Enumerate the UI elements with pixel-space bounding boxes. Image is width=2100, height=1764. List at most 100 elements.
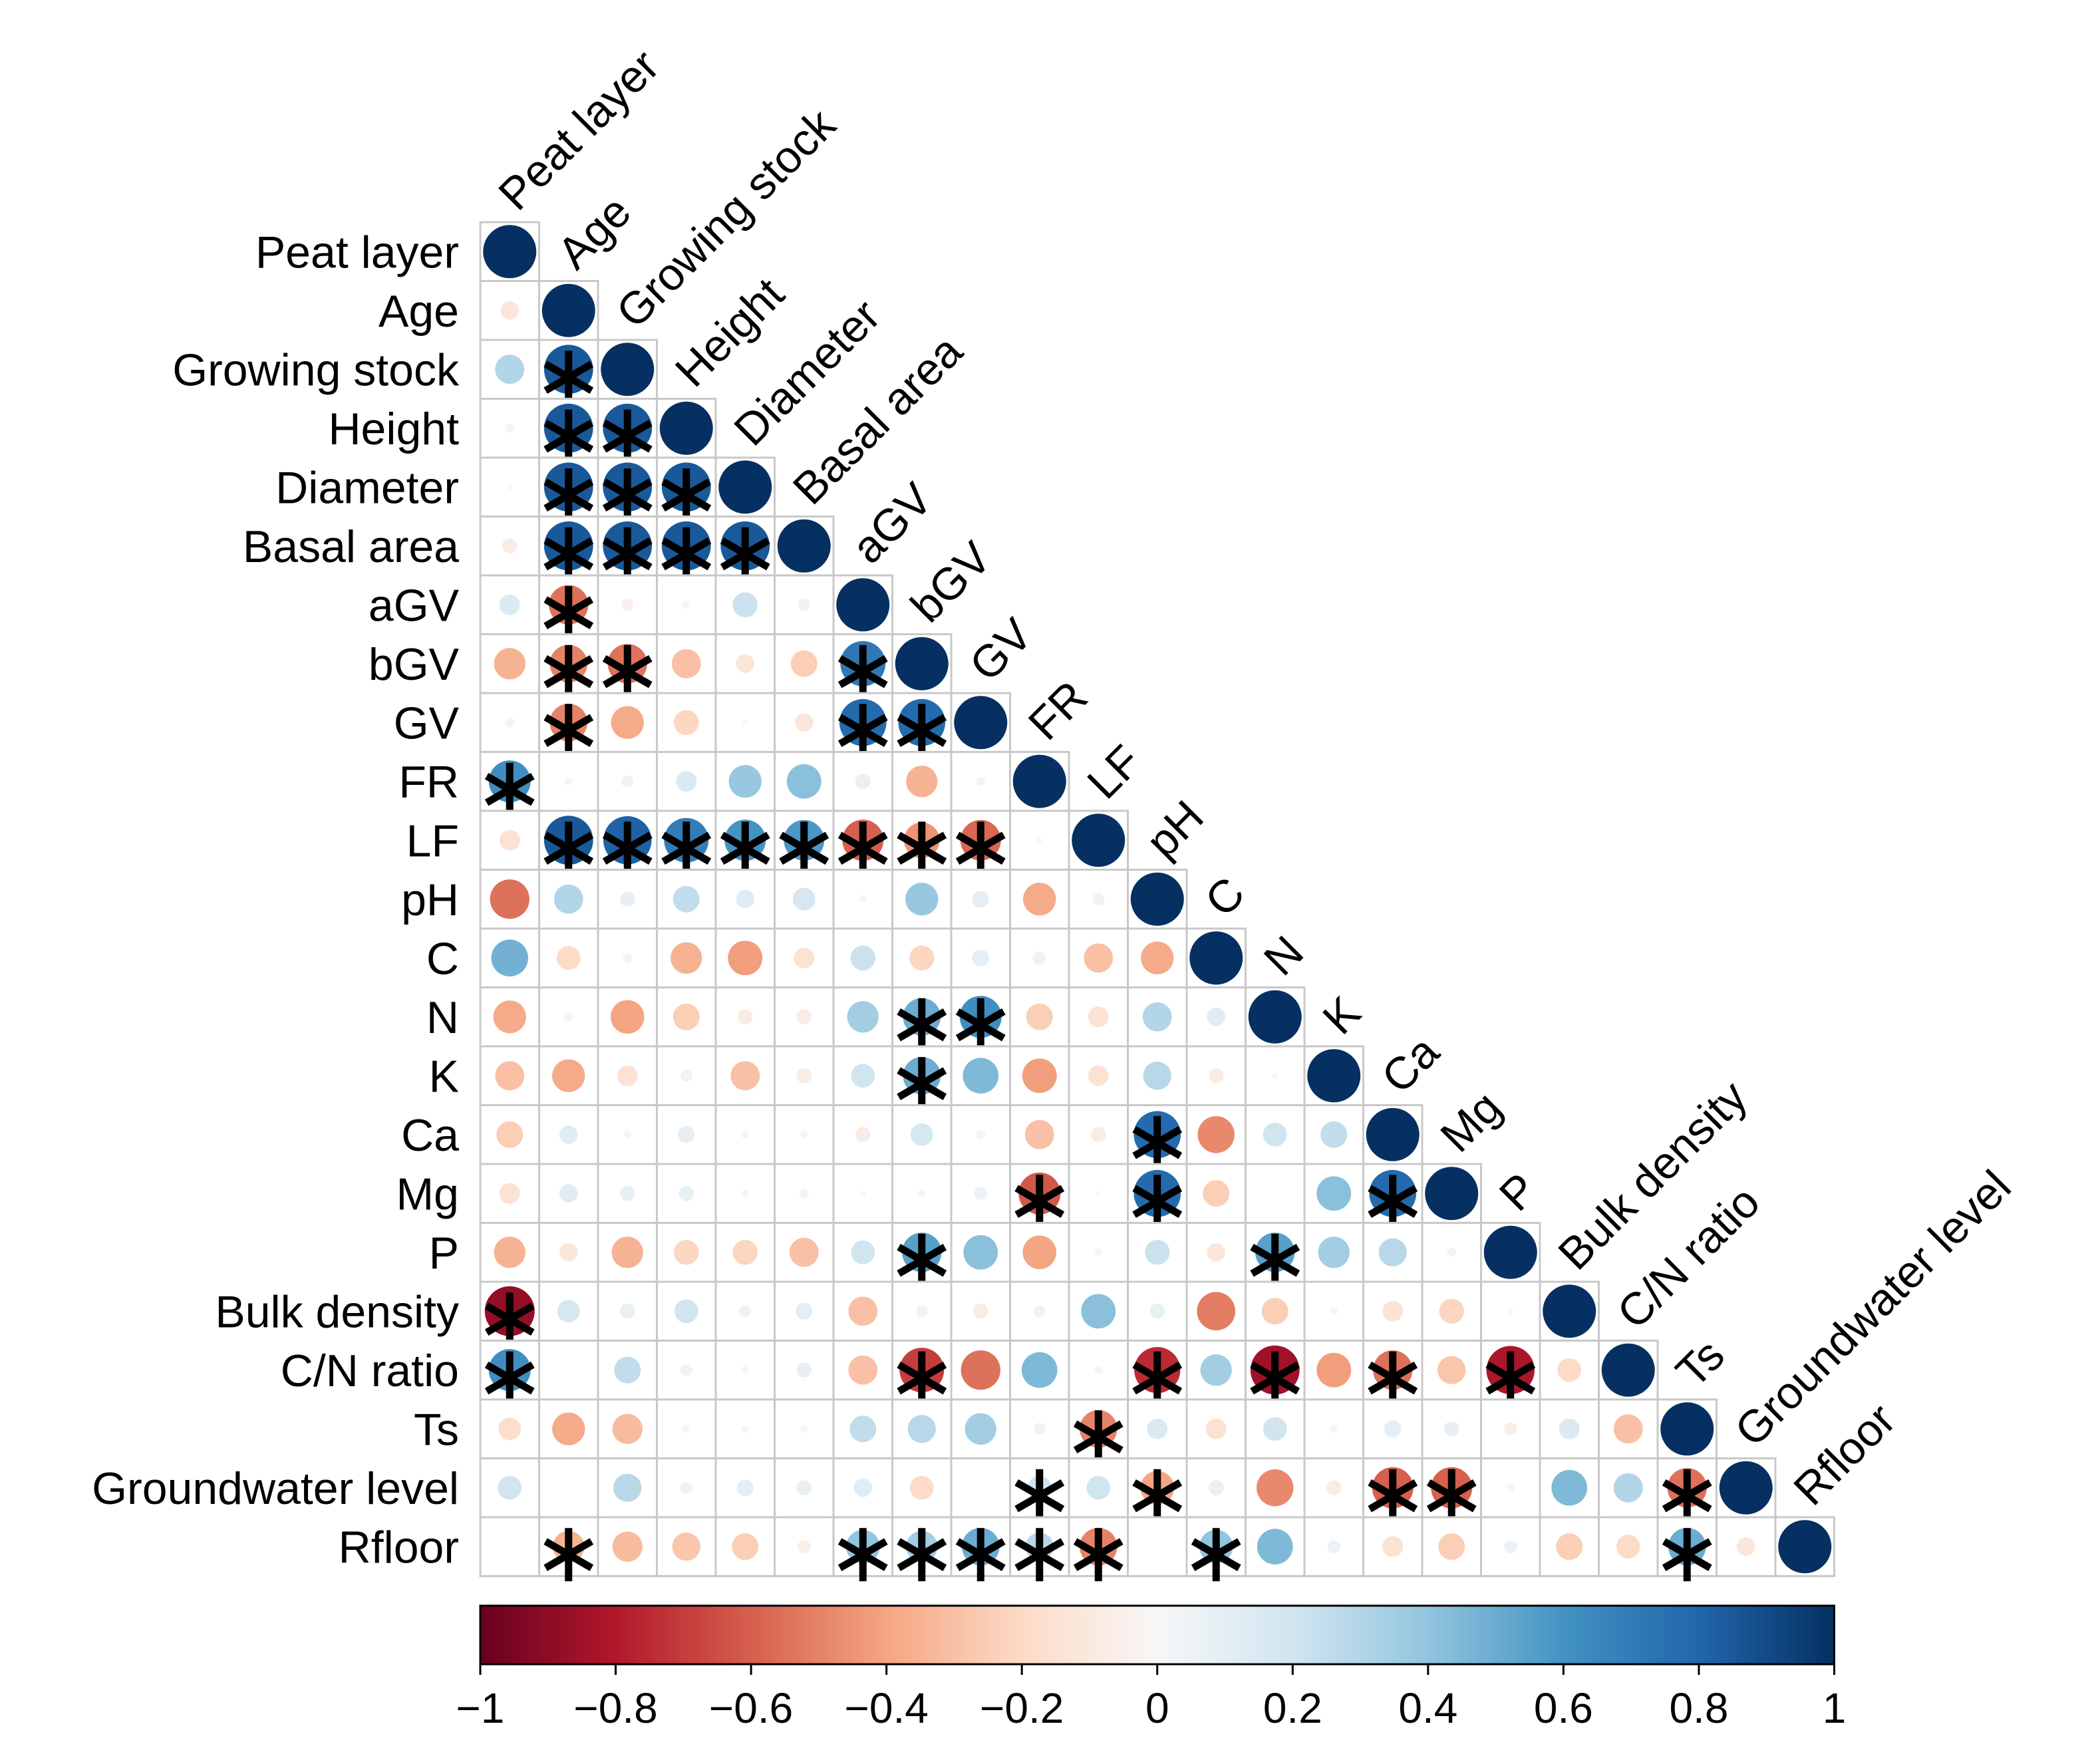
significance-star xyxy=(543,821,594,875)
cell-rfloor-ts xyxy=(1656,1516,1718,1582)
cell-groundwater-level-groundwater-level xyxy=(1716,1457,1777,1519)
correlation-circle xyxy=(1142,1002,1172,1032)
cell-mg-fr xyxy=(1009,1163,1070,1229)
cell-p-lf xyxy=(1068,1222,1129,1283)
column-label-ph: pH xyxy=(1137,791,1213,867)
cell-border xyxy=(479,1516,540,1577)
cell-bgv-agv xyxy=(832,633,893,698)
cell-rfloor-mg xyxy=(1421,1516,1482,1577)
correlation-circle xyxy=(739,1305,752,1318)
significance-star xyxy=(837,1528,888,1582)
cell-k-basal-area xyxy=(774,1045,835,1106)
correlation-circle xyxy=(1366,1107,1420,1161)
colorbar-tick-label: −0.6 xyxy=(709,1684,793,1732)
correlation-circle xyxy=(490,879,529,919)
cell-groundwater-level-c-n-ratio xyxy=(1598,1457,1659,1519)
correlation-circle xyxy=(963,1058,999,1094)
row-label-k: K xyxy=(429,1051,459,1102)
cell-ca-ca xyxy=(1362,1104,1424,1165)
significance-star xyxy=(837,704,888,758)
cell-k-k xyxy=(1303,1045,1364,1106)
correlation-circle xyxy=(849,1415,877,1443)
correlation-circle xyxy=(1205,1418,1227,1439)
cell-rfloor-agv xyxy=(832,1516,893,1582)
colorbar-tick-label: −0.4 xyxy=(844,1684,928,1732)
cell-c-bgv xyxy=(891,927,953,988)
cell-lf-age xyxy=(538,809,599,875)
correlation-circle xyxy=(680,1481,692,1494)
cell-fr-agv xyxy=(832,751,893,812)
significance-star xyxy=(1132,1351,1183,1405)
correlation-circle xyxy=(1660,1402,1714,1456)
cell-c-n-ratio-height xyxy=(656,1340,717,1401)
cell-ph-ph xyxy=(1127,869,1188,930)
correlation-circle xyxy=(1200,1354,1232,1386)
cell-rfloor-k xyxy=(1303,1516,1364,1577)
significance-star xyxy=(1368,1351,1418,1405)
correlation-circle xyxy=(963,1235,998,1270)
cell-ca-height xyxy=(656,1104,717,1165)
correlation-circle xyxy=(972,949,989,966)
colorbar-tick-label: 0 xyxy=(1145,1684,1169,1732)
cell-c-basal-area xyxy=(774,927,835,988)
cell-border xyxy=(1303,1516,1364,1577)
correlation-circle xyxy=(612,1531,643,1562)
row-label-basal-area: Basal area xyxy=(243,521,459,572)
row-label-fr: FR xyxy=(398,757,459,808)
correlation-circle xyxy=(619,1185,635,1201)
correlation-circle xyxy=(493,1000,526,1034)
cell-fr-age xyxy=(538,751,599,812)
significance-star xyxy=(543,704,594,758)
correlation-circle xyxy=(1316,1352,1352,1388)
correlation-circle xyxy=(961,1350,1000,1390)
correlation-circle xyxy=(1719,1461,1773,1515)
cell-p-gv xyxy=(950,1222,1011,1283)
cell-n-agv xyxy=(832,986,893,1048)
cell-ph-age xyxy=(538,869,599,930)
correlation-circle xyxy=(797,1540,811,1554)
row-label-ca: Ca xyxy=(401,1110,459,1161)
correlation-circle xyxy=(794,713,814,732)
cell-p-p xyxy=(1480,1222,1541,1283)
cell-ts-c-n-ratio xyxy=(1598,1398,1659,1459)
cell-rfloor-fr xyxy=(1009,1516,1070,1582)
cell-ca-ph xyxy=(1127,1104,1188,1169)
cell-bulk-density-p xyxy=(1480,1280,1541,1342)
cell-groundwater-level-bgv xyxy=(891,1457,953,1519)
cell-ts-growing-stock xyxy=(597,1398,658,1459)
significance-star xyxy=(602,468,653,522)
cell-c-ph xyxy=(1127,927,1188,988)
correlation-circle xyxy=(671,942,702,974)
cell-ts-ca xyxy=(1362,1398,1424,1459)
correlation-circle xyxy=(612,1413,643,1444)
row-label-n: N xyxy=(426,992,459,1043)
correlation-circle xyxy=(848,1296,878,1326)
significance-star xyxy=(897,1057,947,1111)
correlation-circle xyxy=(848,1355,878,1385)
significance-star xyxy=(779,821,829,875)
significance-star xyxy=(1485,1351,1536,1405)
correlation-circle xyxy=(559,1184,578,1203)
cell-fr-fr xyxy=(1009,751,1070,812)
cell-ph-agv xyxy=(832,869,893,930)
cell-border xyxy=(1185,1045,1247,1106)
cell-lf-peat-layer xyxy=(479,809,540,871)
row-label-bgv: bGV xyxy=(369,639,460,690)
correlation-circle xyxy=(498,1417,522,1441)
cell-ts-n xyxy=(1245,1398,1306,1459)
significance-star xyxy=(543,351,594,404)
cell-basal-area-height xyxy=(656,515,717,581)
correlation-circle xyxy=(556,946,581,970)
correlation-circle xyxy=(1559,1418,1580,1439)
cell-groundwater-level-lf xyxy=(1068,1457,1129,1519)
cell-n-height xyxy=(656,986,717,1048)
correlation-circle xyxy=(1026,1003,1053,1030)
cell-ts-mg xyxy=(1421,1398,1482,1459)
cell-ts-c xyxy=(1185,1398,1247,1459)
cell-ca-growing-stock xyxy=(597,1104,658,1165)
cell-c-n-ratio-mg xyxy=(1421,1340,1482,1401)
correlation-circle xyxy=(741,1189,749,1197)
cell-c-n-ratio-fr xyxy=(1009,1340,1070,1401)
cell-border xyxy=(656,1340,717,1401)
